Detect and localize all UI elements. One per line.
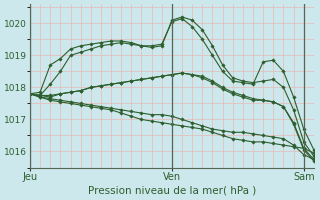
X-axis label: Pression niveau de la mer( hPa ): Pression niveau de la mer( hPa ) xyxy=(88,186,256,196)
